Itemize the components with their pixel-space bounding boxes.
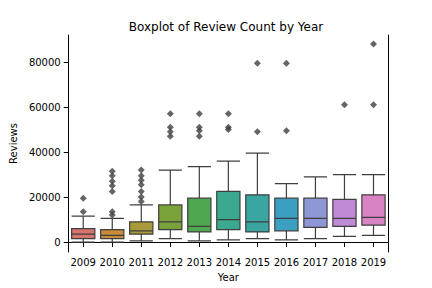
svg-text:2016: 2016 xyxy=(274,257,299,268)
svg-text:2014: 2014 xyxy=(216,257,241,268)
svg-text:2018: 2018 xyxy=(332,257,357,268)
svg-text:2015: 2015 xyxy=(245,257,270,268)
svg-text:2019: 2019 xyxy=(361,257,386,268)
svg-text:2009: 2009 xyxy=(70,257,95,268)
svg-text:Reviews: Reviews xyxy=(8,123,19,164)
svg-text:20000: 20000 xyxy=(29,192,61,203)
svg-text:2012: 2012 xyxy=(158,257,183,268)
svg-text:Boxplot of Review Count by Yea: Boxplot of Review Count by Year xyxy=(129,20,324,34)
svg-text:0: 0 xyxy=(54,237,60,248)
svg-text:60000: 60000 xyxy=(29,102,61,113)
svg-text:2013: 2013 xyxy=(187,257,212,268)
svg-text:40000: 40000 xyxy=(29,147,61,158)
svg-text:2010: 2010 xyxy=(100,257,125,268)
svg-text:80000: 80000 xyxy=(29,57,61,68)
svg-text:Year: Year xyxy=(217,272,240,283)
svg-text:2017: 2017 xyxy=(303,257,328,268)
svg-text:2011: 2011 xyxy=(129,257,154,268)
